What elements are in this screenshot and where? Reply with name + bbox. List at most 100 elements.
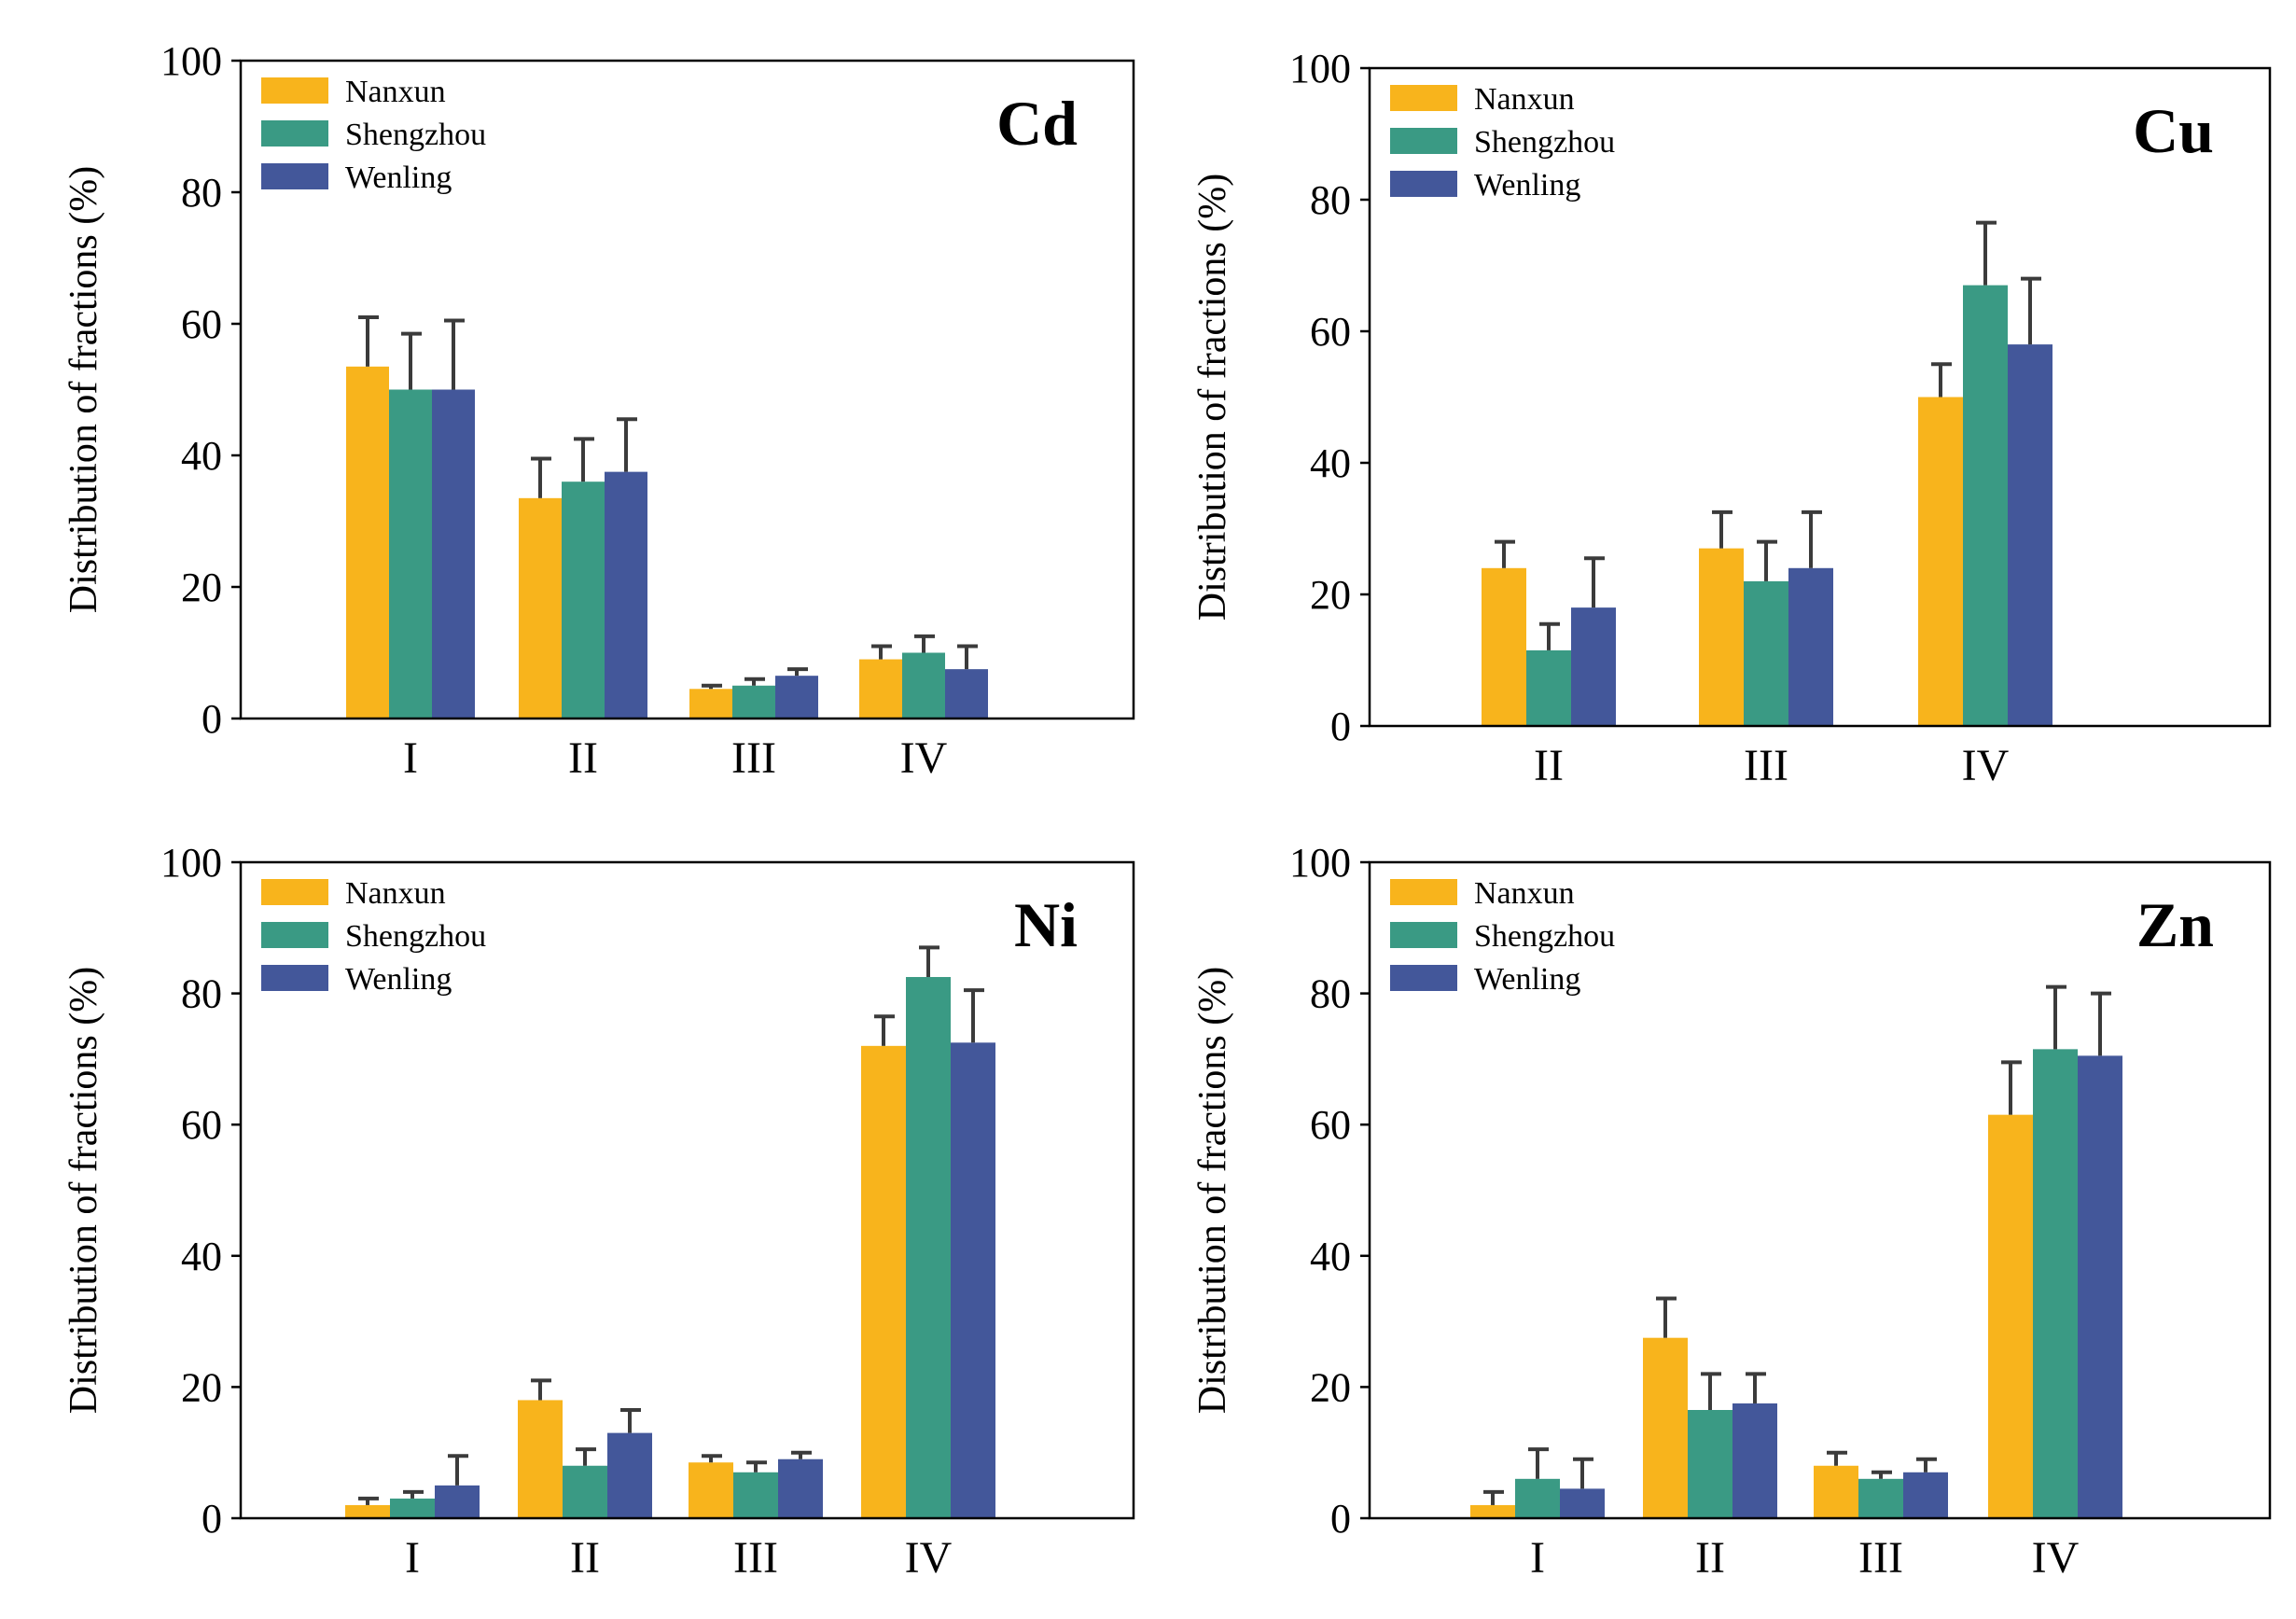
y-tick-label: 20: [181, 1364, 222, 1410]
bar-cu-III-wenling: [1788, 567, 1833, 726]
panel-title: Cu: [2133, 95, 2214, 166]
errorbar-ni-IV-shengzhou: [919, 945, 939, 978]
y-tick-label: 40: [181, 1234, 222, 1279]
bar-zn-III-nanxun: [1814, 1465, 1858, 1518]
legend-swatch-shengzhou: [261, 120, 328, 147]
legend-label-nanxun: Nanxun: [1474, 82, 1575, 117]
x-tick-label: IV: [1962, 741, 2010, 790]
bar-cu-IV-shengzhou: [1963, 285, 2008, 726]
bar-cu-IV-nanxun: [1918, 397, 1963, 726]
y-tick-label: 60: [1310, 1102, 1351, 1148]
errorbar-ni-IV-wenling: [964, 988, 984, 1043]
x-tick-label: IV: [905, 1533, 953, 1583]
y-tick-label: 60: [1310, 309, 1351, 355]
errorbar-ni-IV-nanxun: [874, 1014, 895, 1046]
bar-cu-II-wenling: [1571, 607, 1616, 726]
errorbar-zn-I-shengzhou: [1528, 1447, 1549, 1479]
errorbar-cu-II-shengzhou: [1539, 621, 1560, 650]
y-tick-label: 100: [1289, 46, 1351, 91]
x-tick-label: III: [1858, 1533, 1903, 1583]
bar-cu-II-shengzhou: [1526, 649, 1571, 726]
errorbar-zn-II-shengzhou: [1701, 1372, 1721, 1411]
bar-cd-II-shengzhou: [562, 482, 605, 719]
plot-frame: [239, 860, 1135, 1520]
bar-cd-II-nanxun: [519, 497, 562, 719]
errorbar-ni-III-wenling: [791, 1450, 812, 1459]
bar-zn-IV-nanxun: [1988, 1114, 2033, 1518]
y-tick-label: 40: [1310, 1234, 1351, 1279]
legend-swatch-shengzhou: [1390, 128, 1457, 154]
errorbar-ni-II-wenling: [620, 1408, 641, 1433]
errorbar-cd-III-wenling: [787, 667, 808, 677]
errorbar-cu-IV-nanxun: [1931, 362, 1952, 398]
legend: Nanxun Shengzhou Wenling: [1390, 82, 1615, 202]
y-tick-label: 80: [181, 971, 222, 1017]
legend: Nanxun Shengzhou Wenling: [1390, 876, 1615, 997]
bar-zn-IV-shengzhou: [2033, 1049, 2078, 1518]
x-tick-label: III: [733, 1533, 778, 1583]
legend-label-nanxun: Nanxun: [345, 876, 446, 911]
errorbar-cd-II-nanxun: [531, 456, 551, 498]
legend-swatch-nanxun: [261, 879, 328, 905]
bar-zn-I-nanxun: [1470, 1504, 1515, 1518]
errorbar-zn-IV-shengzhou: [2046, 984, 2066, 1050]
y-tick-label: 80: [1310, 177, 1351, 223]
x-tick-label: I: [405, 1533, 420, 1583]
errorbar-ni-III-nanxun: [702, 1454, 722, 1463]
y-tick-label: 60: [181, 1102, 222, 1148]
legend: Nanxun Shengzhou Wenling: [261, 75, 486, 195]
errorbar-zn-I-wenling: [1573, 1457, 1593, 1489]
legend-label-nanxun: Nanxun: [345, 75, 446, 109]
y-tick-label: 0: [202, 1496, 222, 1542]
bar-ni-I-wenling: [435, 1485, 480, 1518]
bar-ni-I-nanxun: [345, 1504, 390, 1518]
bar-ni-I-shengzhou: [390, 1498, 435, 1518]
legend-label-shengzhou: Shengzhou: [345, 919, 486, 954]
errorbar-cd-I-nanxun: [358, 314, 379, 367]
errorbar-cd-III-shengzhou: [744, 677, 765, 686]
bar-zn-I-wenling: [1560, 1488, 1605, 1518]
bar-zn-II-wenling: [1732, 1403, 1777, 1518]
y-tick-label: 100: [160, 840, 222, 886]
legend-label-shengzhou: Shengzhou: [1474, 919, 1615, 954]
bar-ni-III-nanxun: [689, 1462, 733, 1518]
bar-cd-I-nanxun: [346, 366, 389, 719]
legend-swatch-shengzhou: [261, 922, 328, 948]
bar-ni-III-shengzhou: [733, 1472, 778, 1518]
bar-ni-II-wenling: [607, 1432, 652, 1518]
errorbar-ni-II-nanxun: [531, 1378, 551, 1401]
errorbar-zn-III-wenling: [1916, 1457, 1937, 1472]
y-tick-label: 100: [1289, 840, 1351, 886]
x-tick-label: II: [1534, 741, 1564, 790]
bar-zn-II-shengzhou: [1688, 1410, 1732, 1518]
errorbar-cu-III-wenling: [1802, 509, 1822, 568]
x-tick-label: I: [1530, 1533, 1545, 1583]
bar-ni-II-shengzhou: [563, 1465, 607, 1518]
errorbar-ni-I-nanxun: [358, 1496, 379, 1505]
legend: Nanxun Shengzhou Wenling: [261, 876, 486, 997]
bar-cd-IV-wenling: [945, 669, 988, 719]
legend-label-wenling: Wenling: [1474, 962, 1580, 997]
plot-frame: [1368, 860, 2272, 1520]
errorbar-cd-III-nanxun: [702, 683, 722, 690]
x-tick-label: II: [1695, 1533, 1725, 1583]
bar-zn-III-wenling: [1903, 1472, 1948, 1518]
legend-label-shengzhou: Shengzhou: [345, 118, 486, 152]
errorbar-cd-IV-shengzhou: [914, 634, 935, 653]
errorbar-cd-I-wenling: [444, 318, 465, 390]
bar-ni-IV-shengzhou: [906, 977, 951, 1518]
bar-cd-II-wenling: [605, 471, 647, 719]
legend-swatch-nanxun: [261, 77, 328, 104]
legend-swatch-shengzhou: [1390, 922, 1457, 948]
errorbar-cu-III-shengzhou: [1757, 539, 1777, 581]
errorbar-cd-IV-nanxun: [871, 644, 892, 660]
bar-ni-II-nanxun: [518, 1400, 563, 1518]
panel-title: Zn: [2136, 889, 2214, 960]
bar-cu-IV-wenling: [2008, 344, 2052, 726]
errorbar-zn-III-shengzhou: [1872, 1470, 1892, 1479]
errorbar-ni-II-shengzhou: [576, 1447, 596, 1466]
